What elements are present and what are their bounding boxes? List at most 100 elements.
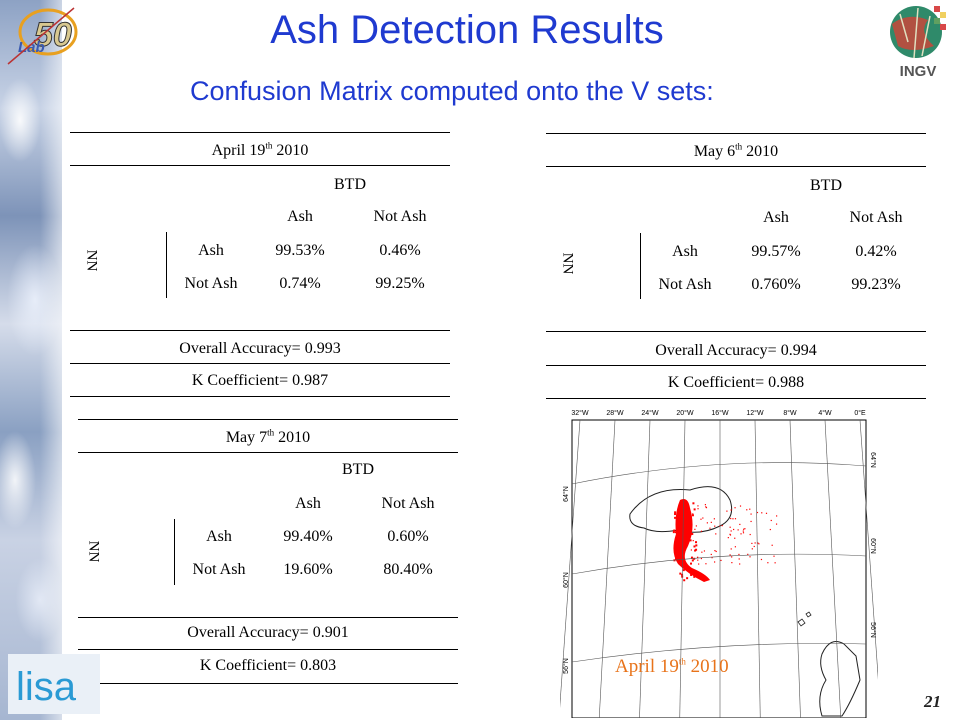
ash-pixel	[742, 530, 744, 532]
ash-pixel	[733, 528, 735, 531]
ash-pixel	[674, 513, 677, 516]
ingv-logo: INGV	[878, 2, 958, 80]
ash-pixel	[714, 525, 716, 527]
ash-pixel	[734, 518, 737, 520]
nn-label: NN	[559, 252, 576, 275]
col-header-ash: Ash	[287, 208, 313, 225]
overall-accuracy: Overall Accuracy= 0.994	[655, 342, 817, 359]
longitude-label: 28°W	[606, 409, 624, 417]
ash-pixel	[751, 548, 753, 550]
ash-pixel	[680, 533, 683, 536]
ash-pixel	[678, 528, 681, 531]
ash-pixel	[775, 523, 778, 525]
page-number: 21	[924, 692, 941, 711]
ash-pixel	[693, 545, 696, 548]
ash-pixel	[739, 505, 742, 507]
row-header-ash: Ash	[198, 242, 224, 259]
ash-pixel	[695, 544, 698, 547]
latitude-label: 56°N	[562, 658, 570, 674]
ash-pixel	[697, 508, 699, 510]
ash-pixel	[691, 559, 694, 562]
ash-pixel	[757, 542, 759, 544]
col-header-not-ash: Not Ash	[373, 208, 427, 225]
longitude-label: 20°W	[676, 409, 694, 417]
overall-accuracy: Overall Accuracy= 0.901	[187, 624, 349, 641]
row-header-ash: Ash	[672, 243, 698, 260]
ash-pixel	[730, 548, 732, 550]
ash-pixel	[705, 507, 708, 509]
ash-pixel	[684, 522, 687, 525]
longitude-label: 24°W	[641, 409, 659, 417]
ash-pixel	[690, 556, 693, 559]
cell-not-ash: 19.60%	[283, 561, 333, 578]
ash-pixel	[691, 514, 694, 517]
latitude-label: 60°N	[869, 538, 877, 554]
ash-pixel	[674, 511, 677, 514]
ash-pixel	[682, 569, 685, 572]
ash-pixel	[730, 530, 732, 532]
longitude-label: 0°E	[854, 409, 866, 417]
ash-pixel	[715, 550, 717, 553]
ash-pixel	[690, 573, 693, 576]
k-coefficient: K Coefficient= 0.988	[667, 374, 805, 391]
ash-pixel	[690, 562, 693, 565]
ash-pixel	[744, 528, 746, 530]
ash-pixel	[677, 559, 680, 562]
ash-pixel	[679, 502, 682, 505]
longitude-label: 32°W	[571, 409, 589, 417]
cell-not-ash: 0.760%	[751, 276, 801, 293]
btd-header: BTD	[342, 461, 374, 478]
ash-pixel	[731, 556, 733, 558]
cell-ash-ash: 99.57%	[751, 243, 801, 260]
ash-pixel	[767, 562, 769, 564]
col-header-ash: Ash	[763, 209, 789, 226]
ash-pixel	[749, 508, 751, 510]
ash-pixel	[680, 526, 683, 529]
ash-pixel	[738, 553, 740, 556]
ash-pixel	[684, 535, 687, 538]
satellite-strip-fade	[40, 0, 80, 720]
longitude-line	[598, 419, 616, 719]
ash-pixel	[756, 511, 759, 514]
latitude-label: 60°N	[562, 572, 570, 588]
row-header-not-ash: Not Ash	[658, 276, 712, 293]
longitude-line	[859, 419, 882, 719]
cell-not-not: 80.40%	[383, 561, 433, 578]
ash-pixel	[672, 531, 675, 534]
ash-pixel	[703, 550, 706, 552]
cell-not-ash: 0.74%	[279, 275, 321, 292]
slide-subtitle: Confusion Matrix computed onto the V set…	[190, 76, 714, 106]
btd-header: BTD	[810, 177, 842, 194]
table-date: April 19th 2010	[211, 140, 309, 159]
confusion-table-april-19: April 19th 2010 BTD Ash Not Ash NN Ash 9…	[70, 132, 450, 398]
table-date: May 7th 2010	[225, 427, 311, 446]
ash-pixel	[739, 523, 741, 526]
ash-pixel	[746, 509, 748, 511]
longitude-line	[558, 419, 581, 719]
ash-pixel	[730, 509, 732, 511]
ash-pixel	[690, 549, 692, 551]
ash-pixel	[693, 557, 696, 560]
ash-pixel	[697, 505, 699, 507]
row-header-not-ash: Not Ash	[184, 275, 238, 292]
latitude-label: 64°N	[562, 486, 570, 502]
ash-pixel	[678, 546, 681, 549]
nn-label: NN	[85, 540, 102, 563]
k-coefficient: K Coefficient= 0.987	[191, 372, 329, 389]
ash-pixel	[692, 502, 695, 505]
svg-text:lisa: lisa	[16, 665, 77, 709]
ash-pixel	[742, 532, 745, 534]
longitude-line	[679, 419, 686, 719]
ash-pixel	[673, 529, 676, 532]
ash-pixel	[740, 533, 742, 535]
ash-pixel	[773, 555, 775, 557]
row-header-not-ash: Not Ash	[192, 561, 246, 578]
ash-pixel	[714, 561, 716, 563]
col-header-not-ash: Not Ash	[849, 209, 903, 226]
btd-header: BTD	[334, 176, 366, 193]
ash-pixel	[758, 543, 760, 545]
ash-pixel	[734, 546, 736, 548]
ash-pixel	[714, 549, 716, 552]
ash-pixel	[770, 519, 772, 522]
ash-pixel	[692, 540, 694, 542]
